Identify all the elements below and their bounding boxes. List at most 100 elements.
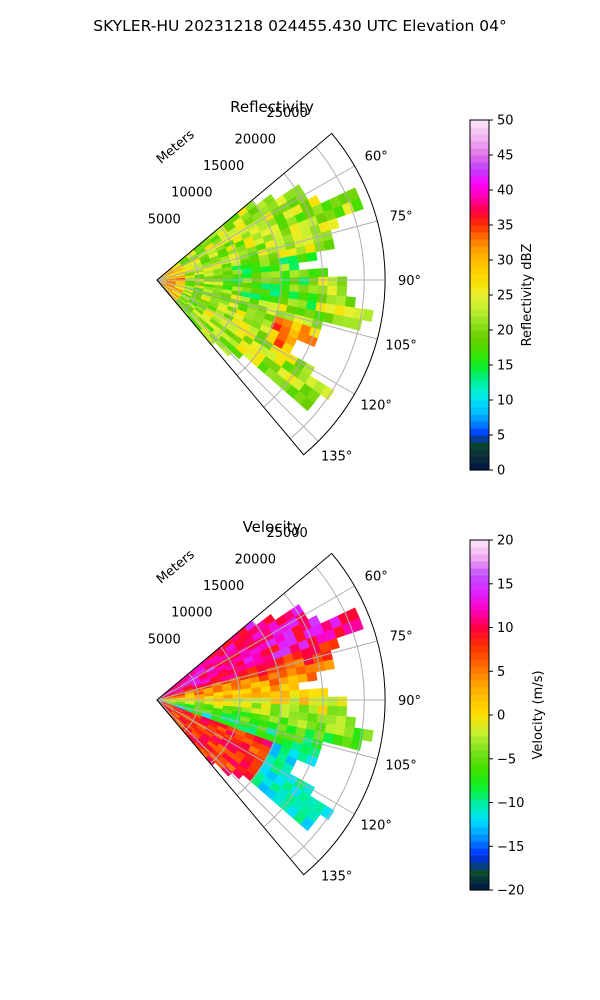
field-cell-245 (232, 278, 243, 284)
colorbar-segment (470, 253, 489, 261)
field-cell-276 (336, 706, 348, 717)
colorbar-segment (470, 848, 489, 856)
azimuth-spoke-75 (156, 640, 378, 701)
field-cell-203 (306, 251, 318, 262)
colorbar-segment (470, 393, 489, 401)
colorbar-segment (470, 680, 489, 688)
field-cell-245 (232, 698, 243, 704)
colorbar-segment (470, 421, 489, 429)
field-cell-201 (287, 675, 299, 685)
colorbar-segment (470, 295, 489, 303)
colorbar-segment (470, 204, 489, 212)
colorbar-segment (470, 330, 489, 338)
field-cell-247 (251, 697, 262, 704)
colorbar-segment (470, 414, 489, 422)
range-tick-label: 15000 (203, 159, 244, 174)
field-cell-186 (323, 659, 336, 671)
field-cell-296 (335, 715, 347, 727)
colorbar-tick-label: 5 (497, 429, 505, 444)
field-cell-227 (232, 693, 243, 699)
field-cell-218 (288, 682, 300, 691)
field-cell-256 (337, 276, 348, 287)
reflectivity-panel: Reflectivity 5000 10000 15000 20000 25000 60… (148, 98, 535, 479)
reflectivity-range-ticks: 5000 10000 15000 20000 25000 (148, 106, 308, 228)
field-cell-234 (298, 689, 310, 698)
colorbar-segment (470, 694, 489, 702)
colorbar-tick-label: −5 (497, 752, 516, 767)
azimuth-tick-label: 90° (398, 694, 421, 709)
colorbar-segment (470, 729, 489, 737)
range-ring-20000 (263, 593, 324, 828)
field-cell-296 (335, 295, 347, 307)
colorbar-tick-label: 20 (497, 534, 514, 549)
field-cell-215 (260, 265, 271, 273)
azimuth-tick-label: 135° (321, 870, 352, 885)
field-cell-248 (261, 697, 272, 705)
colorbar-segment (470, 806, 489, 814)
reflectivity-colorbar: 0 5 10 15 20 25 30 35 40 45 50 (469, 114, 514, 479)
field-cell-269 (270, 283, 281, 292)
colorbar-segment (470, 785, 489, 793)
colorbar-segment (470, 372, 489, 380)
colorbar-tick-label: 35 (497, 219, 514, 234)
field-cell-225 (213, 275, 224, 280)
field-cell-276 (336, 286, 348, 297)
field-cell-469 (320, 385, 335, 401)
colorbar-segment (470, 778, 489, 786)
field-cell-228 (242, 273, 253, 279)
field-cell-223 (194, 276, 205, 280)
colorbar-segment (470, 344, 489, 352)
azimuth-tick-label: 105° (385, 338, 416, 353)
field-cell-226 (223, 694, 234, 700)
field-cell-251 (289, 697, 300, 706)
colorbar-segment (470, 715, 489, 723)
field-cell-244 (223, 698, 234, 703)
colorbar-segment (470, 456, 489, 464)
range-tick-label: 5000 (148, 632, 181, 647)
velocity-title: Velocity (243, 518, 302, 536)
colorbar-segment (470, 582, 489, 590)
colorbar-segment (470, 834, 489, 842)
field-cell-253 (308, 276, 319, 286)
colorbar-segment (470, 743, 489, 751)
colorbar-segment (470, 750, 489, 758)
reflectivity-colorbar-label: Reflectivity dBZ (520, 244, 535, 347)
colorbar-tick-label: 0 (497, 464, 505, 479)
field-cell-297 (344, 296, 356, 309)
colorbar-segment (470, 624, 489, 632)
colorbar-segment (470, 176, 489, 184)
range-ring-20000 (263, 173, 324, 408)
field-cell-202 (297, 673, 309, 683)
azimuth-tick-label: 60° (365, 150, 388, 165)
field-cell-233 (289, 269, 300, 278)
field-cell-229 (251, 692, 262, 699)
colorbar-segment (470, 197, 489, 205)
colorbar-tick-label: 0 (497, 709, 505, 724)
field-cell-273 (308, 285, 319, 295)
field-cell-251 (289, 277, 300, 286)
field-cell-229 (251, 272, 262, 279)
colorbar-segment (470, 757, 489, 765)
field-cell-244 (223, 278, 234, 283)
field-cell-148 (327, 637, 340, 651)
colorbar-segment (470, 589, 489, 597)
colorbar-segment (470, 603, 489, 611)
colorbar-tick-label: 20 (497, 324, 514, 339)
colorbar-segment (470, 141, 489, 149)
field-cell-128 (350, 617, 364, 633)
velocity-colorbar: −20 −15 −10 −5 0 5 10 15 20 (469, 534, 524, 899)
colorbar-segment (470, 288, 489, 296)
azimuth-tick-label: 135° (321, 450, 352, 465)
colorbar-segment (470, 862, 489, 870)
colorbar-segment (470, 127, 489, 135)
colorbar-segment (470, 407, 489, 415)
field-cell-272 (298, 704, 310, 714)
colorbar-segment (470, 225, 489, 233)
field-cell-215 (260, 685, 271, 693)
velocity-panel: Velocity 5000 10000 15000 20000 25000 60° 75°… (148, 518, 546, 899)
colorbar-segment (470, 876, 489, 884)
field-cell-243 (213, 278, 224, 283)
reflectivity-grid (156, 146, 385, 442)
colorbar-segment (470, 463, 489, 471)
